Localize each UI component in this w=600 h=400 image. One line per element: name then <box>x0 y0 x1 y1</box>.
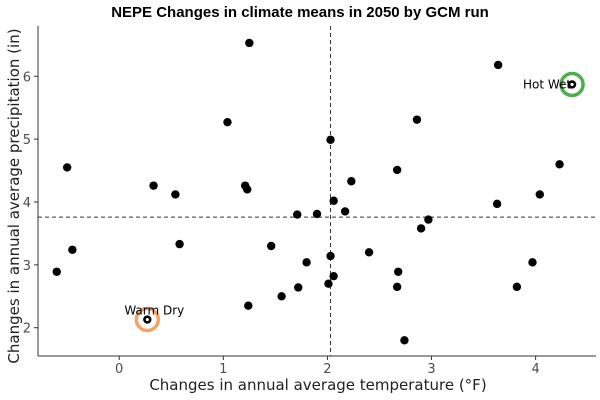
data-point <box>493 60 503 70</box>
data-point <box>535 190 544 199</box>
y-axis-title: Changes in annual average precipitation … <box>5 28 23 363</box>
y-tick-label: 4 <box>23 196 31 211</box>
x-tick-label: 4 <box>531 362 539 377</box>
data-point <box>492 199 502 209</box>
data-point <box>424 215 433 224</box>
data-point <box>416 224 426 233</box>
data-point <box>412 115 422 124</box>
data-point <box>326 251 335 261</box>
data-point <box>243 185 252 194</box>
highlight-ring <box>134 306 161 333</box>
data-point <box>312 209 322 219</box>
data-point <box>340 207 350 216</box>
y-tick-label: 6 <box>23 70 31 85</box>
data-point <box>244 301 253 310</box>
y-tick-label: 2 <box>23 322 31 337</box>
y-tick-label: 5 <box>23 133 31 148</box>
data-point <box>392 165 402 175</box>
data-point <box>52 267 61 276</box>
x-tick-label: 3 <box>427 362 435 377</box>
x-tick-label: 0 <box>115 362 123 377</box>
data-point <box>294 283 303 292</box>
data-point <box>277 292 286 301</box>
highlight-ring <box>559 71 585 98</box>
data-point <box>245 38 254 48</box>
data-point <box>347 177 356 186</box>
highlight-point-center <box>145 317 149 322</box>
data-point <box>326 135 335 144</box>
data-point <box>392 282 402 292</box>
x-axis-title: Changes in annual average temperature (°… <box>149 376 486 394</box>
data-point <box>555 160 564 169</box>
data-point <box>266 241 276 251</box>
data-point <box>324 279 333 288</box>
data-point <box>68 245 77 254</box>
y-tick-label: 3 <box>23 259 31 274</box>
data-point <box>400 336 409 345</box>
highlight-point-center <box>570 82 574 87</box>
chart-title: NEPE Changes in climate means in 2050 by… <box>111 4 489 21</box>
data-point <box>175 239 184 249</box>
data-point <box>394 267 403 276</box>
data-point <box>364 248 374 257</box>
annotation-hot-wet: Hot Wet <box>523 77 571 91</box>
data-point <box>171 190 180 199</box>
data-point <box>329 271 338 281</box>
data-point <box>528 258 537 267</box>
x-tick-label: 1 <box>219 362 227 377</box>
data-point <box>512 282 522 292</box>
annotation-warm-dry: Warm Dry <box>124 304 184 318</box>
data-point <box>223 117 232 127</box>
plot-area: 0 1 2 3 4 2 3 4 5 6 Warm Dry Hot Wet <box>23 26 596 377</box>
data-point <box>329 196 338 205</box>
data-point <box>293 210 302 219</box>
x-tick-label: 2 <box>323 362 331 377</box>
data-point <box>62 163 72 172</box>
data-point <box>302 258 311 267</box>
data-point <box>149 181 158 190</box>
